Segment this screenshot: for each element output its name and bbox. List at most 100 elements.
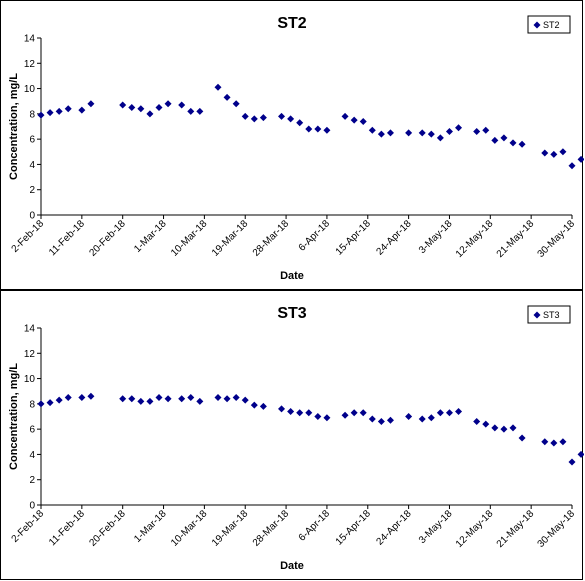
data-point	[368, 126, 376, 134]
data-point	[287, 407, 295, 415]
data-point	[482, 420, 490, 428]
data-point	[78, 106, 86, 114]
x-tick-label: 11-Feb-18	[47, 508, 87, 548]
x-tick-label: 19-Mar-18	[210, 508, 251, 549]
data-point	[405, 129, 413, 137]
data-point	[155, 104, 163, 112]
data-point	[287, 115, 295, 123]
data-point	[491, 424, 499, 432]
data-point	[455, 124, 463, 132]
x-tick-label: 30-May-18	[536, 508, 578, 550]
chart-panel-st2: ST2 0 2 4 6 8 10 12 14 2-Feb-18 11-Feb-18 20-Feb-18…	[0, 0, 584, 290]
data-point	[418, 415, 426, 423]
data-point	[377, 418, 385, 426]
data-point	[427, 130, 435, 138]
data-point	[314, 413, 322, 420]
x-tick-label: 28-Mar-18	[251, 218, 292, 259]
data-point	[87, 392, 95, 400]
data-point	[214, 83, 222, 91]
data-point	[386, 416, 394, 424]
data-point	[278, 405, 286, 413]
data-point	[436, 134, 444, 142]
x-tick-label: 11-Feb-18	[47, 218, 87, 258]
x-tick-label: 30-May-18	[536, 218, 578, 260]
data-point	[577, 450, 584, 458]
x-tick-label: 10-Mar-18	[169, 218, 210, 259]
data-point	[377, 130, 385, 138]
data-point	[473, 128, 481, 136]
data-point	[64, 394, 72, 402]
x-tick-label: 21-May-18	[495, 218, 537, 260]
x-tick-label: 2-Feb-18	[10, 218, 47, 255]
x-tick-label: 24-Apr-18	[375, 218, 415, 258]
data-point	[368, 415, 376, 423]
y-axis-label: Concentration, mg/L	[8, 363, 20, 470]
y-tick-label: 8	[29, 109, 35, 120]
data-point	[128, 104, 136, 112]
data-point	[509, 424, 517, 432]
data-point	[350, 116, 358, 124]
data-point	[559, 148, 567, 156]
legend: ST2	[527, 15, 571, 34]
data-point	[64, 105, 72, 113]
data-point	[178, 101, 186, 109]
data-point	[359, 117, 367, 125]
data-point	[518, 140, 526, 148]
data-point	[445, 409, 453, 417]
data-point	[46, 399, 54, 407]
x-tick-label: 6-Apr-18	[297, 508, 333, 544]
chart-st2: ST2 0 2 4 6 8 10 12 14 2-Feb-18 11-Feb-18 20-Feb-18…	[8, 15, 584, 282]
data-point	[386, 129, 394, 137]
data-point	[296, 119, 304, 127]
x-tick-label: 21-May-18	[495, 508, 537, 550]
data-point	[78, 394, 86, 402]
x-tick-label: 19-Mar-18	[210, 218, 251, 259]
data-point	[518, 434, 526, 442]
data-point	[305, 125, 313, 133]
data-point	[482, 126, 490, 134]
legend: ST3	[527, 305, 571, 324]
y-axis-label: Concentration, mg/L	[8, 73, 20, 180]
data-point	[550, 439, 558, 447]
x-tick-label: 15-Apr-18	[334, 218, 374, 258]
x-tick-label: 12-May-18	[454, 218, 496, 260]
x-tick-label: 6-Apr-18	[297, 218, 333, 254]
data-point	[550, 150, 558, 158]
x-tick-label: 20-Feb-18	[87, 508, 128, 549]
legend-box	[527, 305, 571, 324]
data-point	[223, 93, 231, 101]
data-point	[314, 125, 322, 133]
data-point	[259, 402, 267, 410]
data-point	[187, 107, 195, 115]
data-point	[568, 458, 576, 466]
data-point	[436, 409, 444, 417]
data-point	[541, 438, 549, 446]
data-point	[137, 397, 145, 405]
x-tick-label: 1-Mar-18	[132, 508, 169, 545]
data-point	[568, 162, 576, 170]
data-point	[405, 413, 413, 420]
data-point	[55, 396, 63, 404]
data-point	[559, 438, 567, 446]
data-point	[323, 414, 331, 422]
y-tick-label: 4	[29, 160, 35, 171]
y-tick-label: 4	[29, 450, 35, 461]
x-tick-label: 10-Mar-18	[169, 508, 210, 549]
data-point	[491, 136, 499, 144]
data-point	[232, 100, 240, 108]
y-tick-label: 14	[24, 34, 36, 45]
data-point	[232, 394, 240, 402]
y-tick-label: 2	[29, 185, 35, 196]
data-point	[500, 425, 508, 433]
chart-st3: ST3 0 2 4 6 8 10 12 14 2-Feb-18 11-Feb-18 20-Feb-18…	[8, 305, 584, 572]
data-point	[164, 395, 172, 403]
data-point	[323, 126, 331, 134]
data-point	[146, 397, 154, 405]
y-tick-label: 12	[24, 59, 36, 70]
data-point	[341, 112, 349, 120]
x-tick-label: 2-Feb-18	[10, 508, 47, 545]
data-point	[445, 128, 453, 136]
y-tick-label: 8	[29, 399, 35, 410]
legend-marker	[533, 311, 541, 319]
data-point	[178, 395, 186, 403]
